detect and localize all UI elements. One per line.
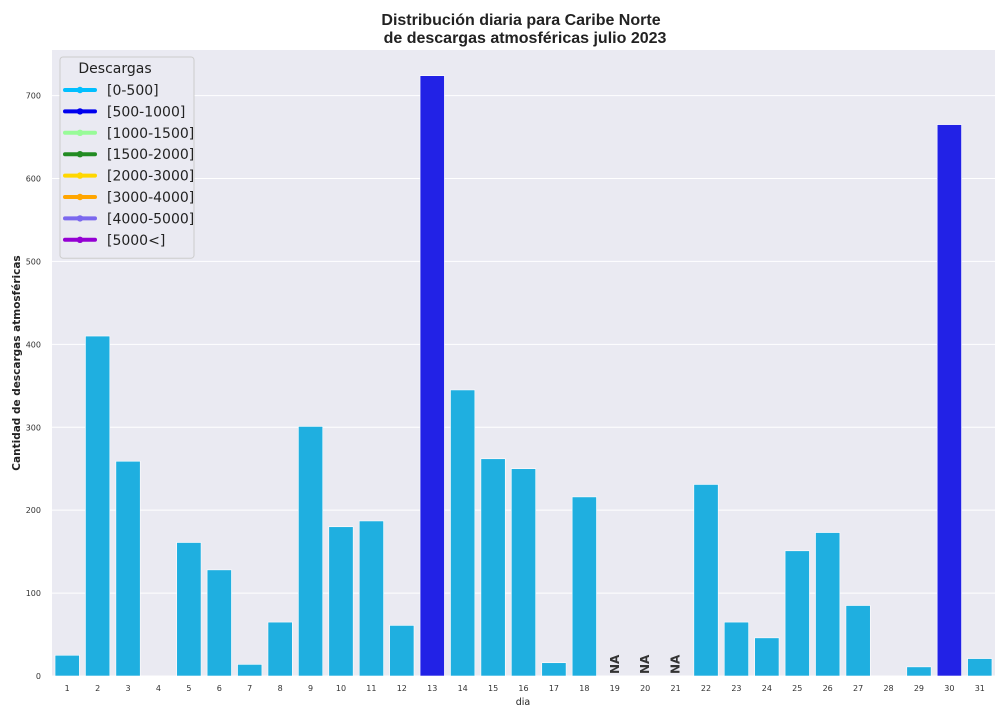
legend-item-label: [4000-5000] <box>107 211 194 227</box>
x-tick-label: 31 <box>975 684 985 693</box>
bar-dia-16 <box>511 468 536 677</box>
bar-dia-18 <box>571 496 597 677</box>
chart-title-line2: de descargas atmosféricas julio 2023 <box>384 30 667 47</box>
bar-dia-26 <box>815 532 841 677</box>
y-tick-label: 200 <box>26 506 41 515</box>
x-tick-label: 13 <box>427 684 437 693</box>
y-tick-label: 0 <box>36 672 41 681</box>
legend-marker <box>76 108 84 115</box>
bar-dia-17 <box>541 662 567 677</box>
legend-marker <box>76 236 84 243</box>
x-tick-label: 3 <box>126 684 131 693</box>
bar-dia-12 <box>389 625 415 677</box>
legend-box <box>59 56 195 259</box>
x-tick-label: 28 <box>883 684 893 693</box>
x-tick-label: 30 <box>944 684 954 693</box>
legend-item-label: [5000<] <box>107 233 165 249</box>
legend-title: Descargas <box>78 61 151 77</box>
x-tick-label: 19 <box>610 684 620 693</box>
legend-marker <box>76 172 84 179</box>
x-tick-label: 12 <box>397 684 407 693</box>
bar-dia-25 <box>784 550 810 677</box>
bar-dia-8 <box>267 621 293 677</box>
bar-dia-15 <box>480 458 506 677</box>
bar-dia-13 <box>419 75 445 677</box>
bar-dia-27 <box>845 605 871 677</box>
y-tick-label: 700 <box>26 92 41 101</box>
x-tick-label: 16 <box>518 684 528 693</box>
x-tick-label: 24 <box>762 684 772 693</box>
bar-dia-30 <box>936 124 962 677</box>
bar-dia-23 <box>723 621 749 677</box>
bar-dia-22 <box>693 484 719 677</box>
y-tick-label: 400 <box>26 340 41 349</box>
bar-dia-7 <box>237 664 263 677</box>
x-tick-label: 27 <box>853 684 863 693</box>
legend-marker <box>76 215 84 222</box>
bar-dia-5 <box>176 542 202 677</box>
legend-item-label: [1500-2000] <box>107 147 194 163</box>
x-tick-label: 7 <box>247 684 252 693</box>
x-axis-label: dia <box>516 697 531 708</box>
x-tick-label: 11 <box>366 684 376 693</box>
bar-dia-24 <box>754 637 780 677</box>
x-tick-label: 14 <box>458 684 468 693</box>
bar-dia-29 <box>906 666 932 677</box>
x-tick-label: 29 <box>914 684 924 693</box>
bar-dia-9 <box>298 426 324 677</box>
legend-marker <box>76 151 84 158</box>
legend-item-label: [3000-4000] <box>107 190 194 206</box>
bars: NA NA NA <box>54 75 993 677</box>
bar-dia-6 <box>206 569 232 677</box>
x-tick-label: 15 <box>488 684 498 693</box>
y-tick-label: 600 <box>26 175 41 184</box>
y-axis-label: Cantidad de descargas atmosféricas <box>11 255 23 470</box>
x-tick-label: 22 <box>701 684 711 693</box>
x-tick-label: 10 <box>336 684 346 693</box>
x-tick-label: 4 <box>156 684 161 693</box>
legend-item-label: [0-500] <box>107 83 159 99</box>
legend-item-label: [1000-1500] <box>107 126 194 142</box>
na-label: NA <box>669 654 683 674</box>
x-tick-label: 26 <box>823 684 833 693</box>
legend-item-label: [2000-3000] <box>107 169 194 185</box>
bar-dia-14 <box>450 389 476 677</box>
legend-item-label: [500-1000] <box>107 104 185 120</box>
x-tick-label: 1 <box>65 684 70 693</box>
x-tick-label: 5 <box>186 684 191 693</box>
x-tick-label: 2 <box>95 684 100 693</box>
legend-marker <box>76 193 84 201</box>
bar-dia-31 <box>967 658 993 677</box>
legend: Descargas [0-500] [500-1000] [1000-1500] [15… <box>59 56 195 259</box>
y-tick-label: 300 <box>26 423 41 432</box>
x-tick-label: 17 <box>549 684 559 693</box>
x-tick-label: 18 <box>579 684 589 693</box>
legend-marker <box>76 86 84 94</box>
legend-marker <box>76 129 84 136</box>
chart-title-line1: Distribución diaria para Caribe Norte <box>381 12 660 29</box>
na-label: NA <box>608 654 622 674</box>
y-tick-label: 100 <box>26 589 41 598</box>
x-tick-label: 20 <box>640 684 650 693</box>
bar-dia-2 <box>85 335 111 677</box>
bar-dia-10 <box>328 526 354 677</box>
na-label: NA <box>638 654 652 674</box>
x-tick-label: 6 <box>217 684 222 693</box>
x-tick-label: 23 <box>731 684 741 693</box>
y-tick-label: 500 <box>26 257 41 266</box>
bar-dia-11 <box>358 520 384 677</box>
bar-dia-1 <box>54 654 80 677</box>
x-tick-label: 8 <box>278 684 283 693</box>
bar-dia-3 <box>115 460 141 677</box>
x-tick-label: 21 <box>671 684 681 693</box>
x-tick-label: 9 <box>308 684 313 693</box>
x-tick-label: 25 <box>792 684 802 693</box>
